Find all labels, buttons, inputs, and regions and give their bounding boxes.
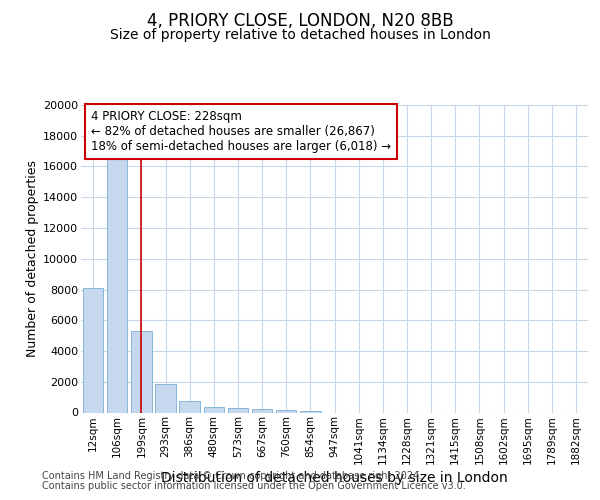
Text: 4 PRIORY CLOSE: 228sqm
← 82% of detached houses are smaller (26,867)
18% of semi: 4 PRIORY CLOSE: 228sqm ← 82% of detached…: [91, 110, 391, 152]
Bar: [83, 288, 103, 412]
Bar: [252, 409, 272, 412]
Y-axis label: Number of detached properties: Number of detached properties: [26, 160, 39, 357]
Bar: [179, 401, 200, 412]
Bar: [276, 410, 296, 412]
Text: Contains public sector information licensed under the Open Government Licence v3: Contains public sector information licen…: [42, 481, 466, 491]
Text: 4, PRIORY CLOSE, LONDON, N20 8BB: 4, PRIORY CLOSE, LONDON, N20 8BB: [146, 12, 454, 30]
Bar: [131, 331, 152, 412]
Text: Contains HM Land Registry data © Crown copyright and database right 2024.: Contains HM Land Registry data © Crown c…: [42, 471, 422, 481]
Bar: [155, 384, 176, 412]
Bar: [227, 408, 248, 412]
Bar: [300, 410, 320, 412]
Bar: [203, 407, 224, 412]
X-axis label: Distribution of detached houses by size in London: Distribution of detached houses by size …: [161, 471, 508, 485]
Bar: [107, 158, 127, 412]
Text: Size of property relative to detached houses in London: Size of property relative to detached ho…: [110, 28, 490, 42]
